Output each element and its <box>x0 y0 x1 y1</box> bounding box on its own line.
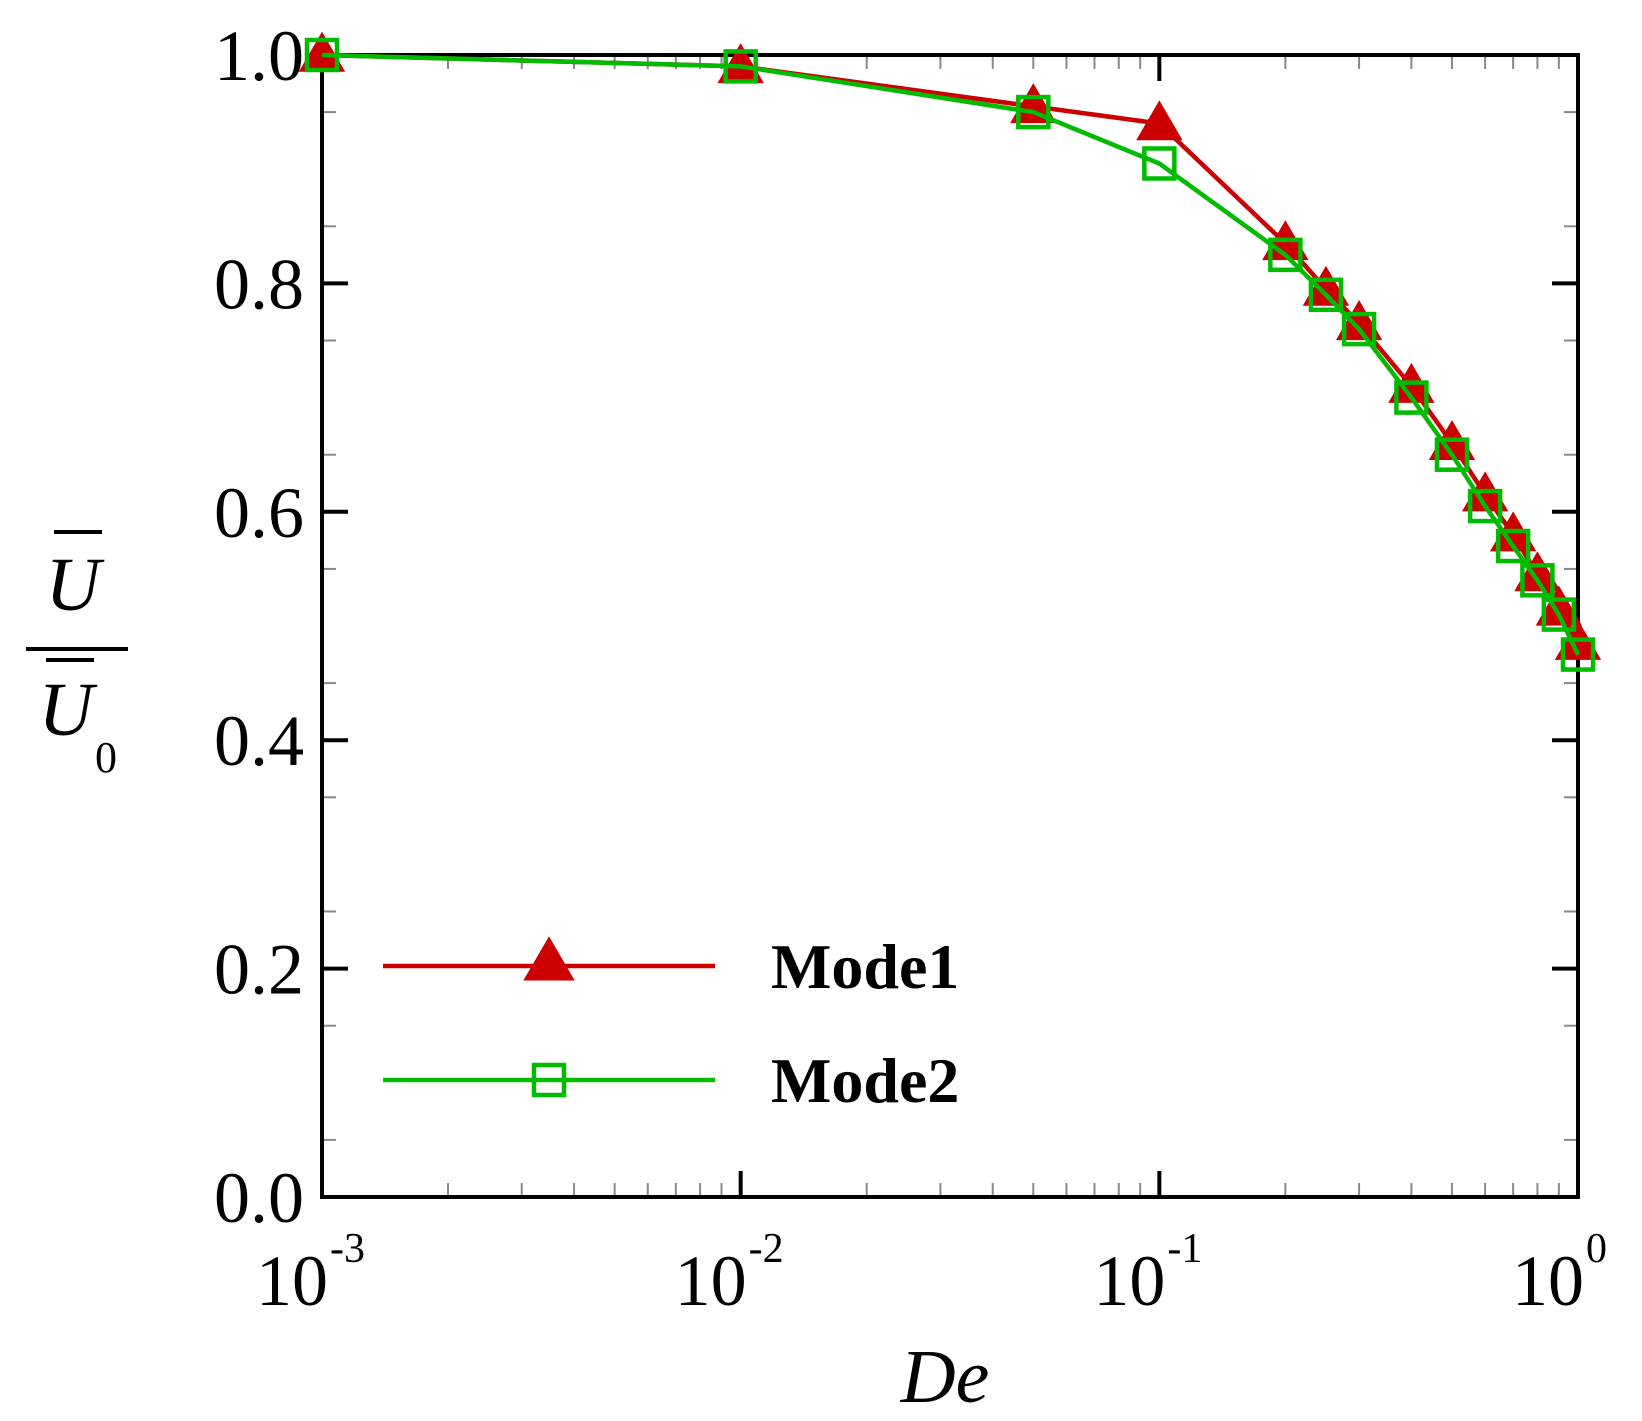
y-tick-label: 0.0 <box>214 1158 304 1238</box>
x-tick-label: 10 -2 <box>675 1226 784 1321</box>
x-tick-label-exponent: -3 <box>330 1226 365 1272</box>
x-tick-label-exponent: -2 <box>749 1226 784 1272</box>
x-tick-label-base: 10 <box>256 1241 328 1321</box>
data-point <box>1341 311 1377 347</box>
y-axis-title: U U 0 <box>26 530 128 782</box>
data-point <box>1016 94 1051 130</box>
data-point <box>1308 277 1344 313</box>
data-point <box>1541 597 1577 632</box>
x-tick-label: 10 0 <box>1512 1226 1607 1321</box>
series-line <box>321 52 1580 645</box>
legend-marker <box>531 1062 567 1098</box>
series-mode1 <box>298 31 1602 660</box>
x-tick-label: 10 -3 <box>256 1226 365 1321</box>
data-point <box>1535 585 1583 626</box>
x-tick-label-base: 10 <box>1512 1241 1584 1321</box>
y-tick-label: 0.4 <box>214 701 304 781</box>
y-axis-title-denominator: U <box>39 668 98 752</box>
x-tick-label: 10 -1 <box>1093 1226 1202 1321</box>
series-line <box>321 52 1581 656</box>
data-point <box>1520 563 1555 598</box>
series-layer <box>298 31 1602 672</box>
x-tick-label-base: 10 <box>1093 1241 1165 1321</box>
data-point <box>1142 146 1177 181</box>
data-point <box>723 49 758 84</box>
major-ticks <box>320 53 1580 1199</box>
y-axis-title-numerator: U <box>46 543 105 627</box>
y-tick-label: 0.8 <box>214 244 304 324</box>
data-point <box>1010 83 1057 124</box>
x-tick-label-exponent: -1 <box>1167 1226 1202 1272</box>
x-tick-labels: 10 -3 10 -2 10 -1 10 0 <box>256 1226 1607 1321</box>
x-axis-title: De <box>900 1335 990 1419</box>
x-tick-label-base: 10 <box>675 1241 747 1321</box>
minor-ticks <box>322 55 1578 1197</box>
data-point <box>1514 551 1561 592</box>
y-tick-labels: 0.0 0.2 0.4 0.6 0.8 1.0 <box>214 16 304 1238</box>
data-point <box>304 37 340 73</box>
legend-item-mode1: Mode1 <box>383 931 959 1002</box>
data-point <box>1467 488 1503 524</box>
y-tick-label: 0.6 <box>214 473 304 553</box>
data-point <box>1434 437 1470 472</box>
plot-frame <box>320 53 1580 1199</box>
legend-item-mode2: Mode2 <box>383 1045 959 1116</box>
legend-marker <box>523 936 575 981</box>
data-point <box>1268 237 1303 273</box>
y-tick-label: 1.0 <box>214 16 304 96</box>
data-point <box>1394 380 1429 415</box>
data-point <box>1136 100 1183 141</box>
y-tick-label: 0.2 <box>214 930 304 1010</box>
y-axis-title-subscript: 0 <box>95 733 117 782</box>
data-point <box>1495 528 1531 564</box>
legend-label: Mode1 <box>771 931 959 1002</box>
legend: Mode1 Mode2 <box>383 931 959 1116</box>
x-tick-label-exponent: 0 <box>1586 1226 1607 1272</box>
series-mode2 <box>304 37 1596 672</box>
legend-label: Mode2 <box>771 1045 959 1116</box>
data-point <box>1560 637 1596 672</box>
